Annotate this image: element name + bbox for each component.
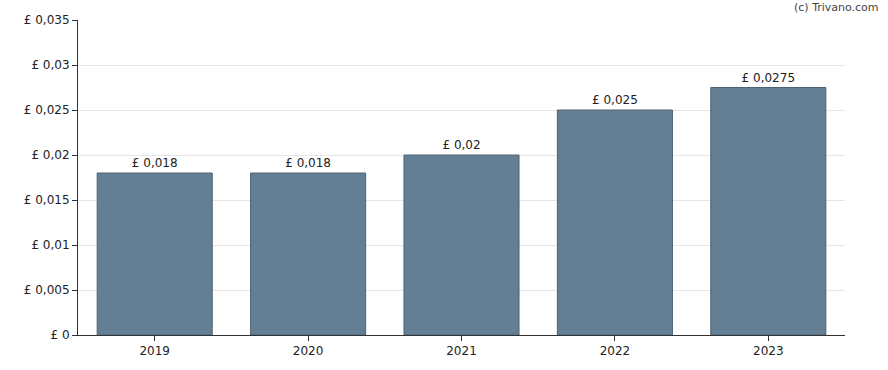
svg-text:£ 0,018: £ 0,018 bbox=[285, 156, 331, 170]
svg-text:2023: 2023 bbox=[753, 344, 784, 358]
svg-text:£ 0,025: £ 0,025 bbox=[592, 93, 638, 107]
svg-text:£ 0,02: £ 0,02 bbox=[442, 138, 480, 152]
svg-text:£ 0,0275: £ 0,0275 bbox=[742, 71, 795, 85]
svg-text:2019: 2019 bbox=[139, 344, 170, 358]
svg-text:2021: 2021 bbox=[446, 344, 477, 358]
svg-text:£ 0,015: £ 0,015 bbox=[24, 193, 70, 207]
svg-text:£ 0,005: £ 0,005 bbox=[24, 283, 70, 297]
svg-text:2022: 2022 bbox=[600, 344, 631, 358]
svg-text:£ 0: £ 0 bbox=[51, 328, 70, 342]
svg-text:£ 0,02: £ 0,02 bbox=[31, 148, 69, 162]
svg-text:2020: 2020 bbox=[293, 344, 324, 358]
svg-text:£ 0,025: £ 0,025 bbox=[24, 103, 70, 117]
svg-text:(c) Trivano.com: (c) Trivano.com bbox=[794, 1, 879, 14]
svg-text:£ 0,01: £ 0,01 bbox=[31, 238, 69, 252]
svg-text:£ 0,018: £ 0,018 bbox=[132, 156, 178, 170]
svg-text:£ 0,03: £ 0,03 bbox=[31, 58, 69, 72]
svg-text:£ 0,035: £ 0,035 bbox=[24, 13, 70, 27]
